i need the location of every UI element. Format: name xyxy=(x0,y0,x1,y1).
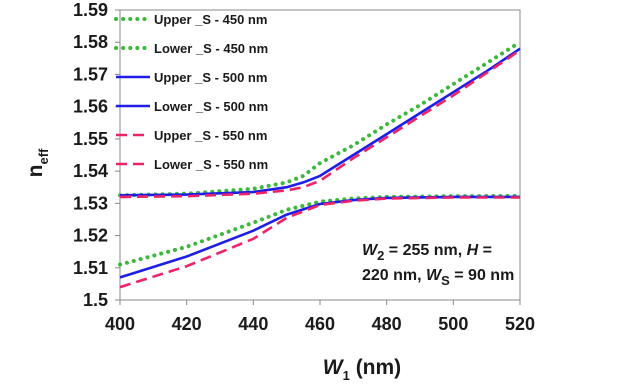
y-axis-ticks: 1.5 1.51 1.52 1.53 1.54 1.55 1.56 1.57 1.58 1.59 xyxy=(73,0,120,310)
x-axis-title-main: W xyxy=(323,356,345,379)
y-tick-label: 1.54 xyxy=(73,161,108,181)
x-axis-title-sub: 1 xyxy=(343,368,350,383)
annotation-ws: W xyxy=(426,267,443,284)
series-line-upper-s-500-nm xyxy=(119,47,521,197)
x-axis-ticks: 400 420 440 460 480 500 520 xyxy=(105,300,535,334)
series-line-upper-s-450-nm xyxy=(118,40,522,198)
x-tick-label: 400 xyxy=(105,314,135,334)
y-tick-label: 1.53 xyxy=(73,193,108,213)
y-tick-label: 1.52 xyxy=(73,226,108,246)
annotation-w2: W xyxy=(362,242,379,259)
y-tick-label: 1.5 xyxy=(83,290,108,310)
y-tick-label: 1.59 xyxy=(73,0,108,20)
x-tick-label: 420 xyxy=(172,314,202,334)
annotation-ws-sub: S xyxy=(441,273,450,288)
legend-label-lower-s-450-nm: Lower _S - 450 nm xyxy=(154,41,268,56)
annotation-ws-value: = 90 nm xyxy=(450,267,514,284)
series-line-lower-s-550-nm xyxy=(119,196,520,289)
series-line-upper-s-550-nm xyxy=(119,49,521,199)
annotation-line-1: W2 = 255 nm, H = xyxy=(362,242,492,263)
y-axis-title-main: n xyxy=(24,165,47,178)
series-layer xyxy=(118,40,522,289)
annotation-h-value: 220 nm, xyxy=(362,267,426,284)
y-axis-title: neff xyxy=(24,148,51,177)
x-tick-label: 520 xyxy=(505,314,535,334)
x-tick-label: 460 xyxy=(305,314,335,334)
x-tick-label: 480 xyxy=(372,314,402,334)
x-axis-title-unit: (nm) xyxy=(350,356,401,379)
series-line-lower-s-500-nm xyxy=(119,195,520,279)
legend-label-upper-s-450-nm: Upper _S - 450 nm xyxy=(154,12,267,27)
annotation-h: H xyxy=(467,242,479,259)
y-tick-label: 1.57 xyxy=(73,64,108,84)
legend-label-upper-s-500-nm: Upper _S - 500 nm xyxy=(154,70,267,85)
legend-label-upper-s-550-nm: Upper _S - 550 nm xyxy=(154,128,267,143)
y-tick-label: 1.51 xyxy=(73,258,108,278)
annotation-w2-value: = 255 nm, xyxy=(384,242,466,259)
y-axis-title-sub: eff xyxy=(36,148,51,165)
x-tick-label: 500 xyxy=(438,314,468,334)
legend-label-lower-s-550-nm: Lower _S - 550 nm xyxy=(154,157,268,172)
y-tick-label: 1.58 xyxy=(73,32,108,52)
annotation-w2-sub: 2 xyxy=(377,248,384,263)
y-tick-label: 1.55 xyxy=(73,129,108,149)
legend-label-lower-s-500-nm: Lower _S - 500 nm xyxy=(154,99,268,114)
x-tick-label: 440 xyxy=(238,314,268,334)
annotation-line-2: 220 nm, WS = 90 nm xyxy=(362,267,514,288)
x-axis-title: W1 (nm) xyxy=(323,356,401,383)
annotation-h-eq: = xyxy=(478,242,492,259)
y-tick-label: 1.56 xyxy=(73,97,108,117)
legend: Upper _S - 450 nm Lower _S - 450 nm Upper … xyxy=(114,12,268,172)
